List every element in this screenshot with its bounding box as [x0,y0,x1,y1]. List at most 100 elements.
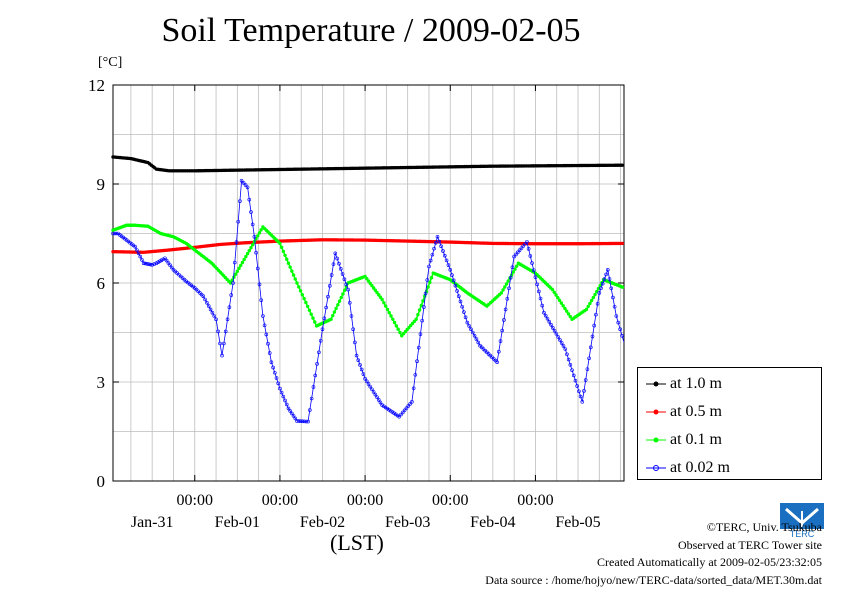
data-point [467,324,471,328]
data-point [604,272,608,277]
data-point [361,372,366,376]
data-point [545,316,550,321]
data-point [575,384,579,388]
data-point [525,239,529,244]
data-point [513,267,517,271]
data-point [140,258,144,262]
data-point [261,314,265,318]
data-point [285,257,289,261]
data-point [442,253,447,258]
data-point [383,304,388,308]
data-point [561,304,565,308]
data-point [256,234,260,238]
data-point [337,261,341,266]
data-point [239,178,244,183]
data-point [339,295,343,300]
data-point [338,267,343,271]
data-point [318,338,323,343]
data-point [284,402,289,407]
x-axis-label: (LST) [330,530,384,555]
data-point [508,275,513,280]
data-point [523,242,527,246]
series-markers-3 [111,178,624,424]
data-point [201,294,206,299]
legend-item-05m: at 0.5 m [646,398,722,426]
data-point [469,327,473,332]
data-point [570,368,574,372]
data-point [114,231,119,236]
credit-observed: Observed at TERC Tower site [677,537,822,552]
data-point [420,318,424,323]
data-point [305,304,310,309]
data-point [550,287,555,292]
data-point [588,345,593,350]
data-point [269,360,274,365]
series-line-3 [113,179,625,423]
data-point [145,262,149,266]
data-point [300,419,305,424]
data-point [394,324,399,328]
data-point [262,323,267,328]
data-point [517,248,522,253]
data-point [389,314,393,318]
data-point [552,329,557,333]
data-point [530,261,534,265]
x-date-label: Jan-31 [131,514,174,531]
data-point [138,254,143,259]
chart-title: Soil Temperature / 2009-02-05 [161,12,581,49]
data-point [279,245,284,250]
legend-marker-05m [646,409,666,415]
data-point [413,372,418,377]
data-point [295,419,299,423]
data-point [556,335,560,339]
data-point [243,183,248,187]
legend-marker-01m [646,437,666,443]
data-point [421,299,425,303]
terc-logo: TERC [780,503,824,538]
data-point [306,419,310,424]
data-point [250,243,255,247]
data-point [566,312,571,316]
data-point [609,286,614,291]
data-point [429,276,434,280]
data-point [344,282,349,287]
data-point [232,260,237,265]
data-point [267,351,272,355]
data-point [135,248,139,252]
data-point [462,310,466,314]
data-point [164,258,169,263]
data-point [136,251,141,256]
data-point [298,289,303,293]
data-point [540,303,545,308]
credit-source: Data source : /home/hojyo/new/TERC-data/… [485,572,822,587]
data-point [210,310,215,315]
data-point [432,246,436,251]
data-point [568,314,572,319]
data-point [402,408,407,413]
data-point [612,304,617,309]
data-point [391,317,395,321]
data-point [342,277,347,282]
data-point [313,373,318,378]
data-point [271,365,275,370]
data-point [212,314,217,318]
data-point [591,295,596,300]
data-point [340,272,345,276]
data-point [333,251,338,256]
data-point [242,257,246,262]
data-point [238,199,242,203]
data-point [329,273,334,277]
data-point [214,317,218,322]
data-point [423,291,428,296]
data-point [363,376,367,381]
y-tick-label: 9 [97,175,106,194]
data-point [589,298,594,303]
data-point [573,378,578,383]
data-point [450,273,454,277]
data-point [347,300,352,305]
x-time-label: 00:00 [517,492,553,509]
data-point [334,306,338,311]
data-point [166,261,171,265]
data-point [425,278,430,282]
data-point [335,256,339,261]
